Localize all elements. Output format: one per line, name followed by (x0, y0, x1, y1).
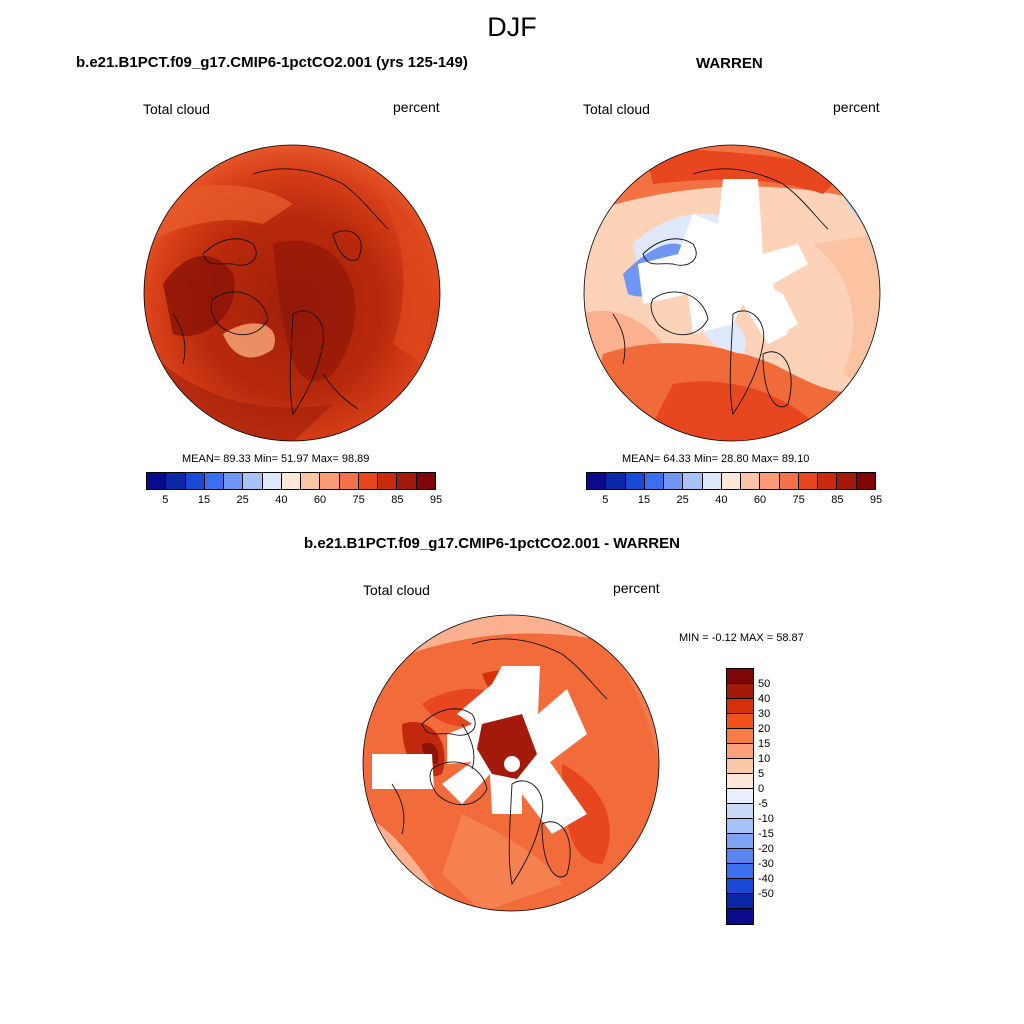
panel-3-title: b.e21.B1PCT.f09_g17.CMIP6-1pctCO2.001 - … (304, 535, 680, 552)
colorbar-tick-label: -20 (758, 843, 774, 855)
panel-3-polar-map (362, 614, 660, 912)
colorbar-swatch (760, 473, 780, 489)
colorbar-tick-label: 85 (831, 494, 844, 506)
colorbar-swatch (727, 879, 753, 894)
panel-3-units-label: percent (613, 580, 660, 596)
colorbar-swatch (378, 473, 398, 489)
colorbar-tick-label: 5 (758, 768, 765, 780)
colorbar-tick-label: 50 (758, 678, 771, 690)
colorbar-swatch (837, 473, 857, 489)
colorbar-tick-label: 40 (715, 494, 728, 506)
colorbar-swatch (727, 804, 753, 819)
panel-1-variable-label: Total cloud (143, 101, 210, 117)
colorbar-swatch (166, 473, 186, 489)
colorbar-tick-label: 5 (602, 494, 609, 506)
colorbar-swatch (727, 729, 753, 744)
colorbar-swatch (147, 473, 167, 489)
colorbar-tick-label: -15 (758, 828, 774, 840)
colorbar-tick-label: 15 (758, 738, 771, 750)
colorbar-swatch (727, 894, 753, 909)
colorbar-swatch (727, 819, 753, 834)
colorbar-swatch (339, 473, 359, 489)
colorbar-tick-label: 20 (758, 723, 771, 735)
colorbar-swatch (397, 473, 417, 489)
colorbar-tick-label: 0 (758, 783, 765, 795)
colorbar-tick-label: 60 (313, 494, 327, 506)
colorbar-tick-label: 30 (758, 708, 771, 720)
colorbar-tick-label: 25 (676, 494, 689, 506)
colorbar-swatch (664, 473, 684, 489)
colorbar-tick-label: 10 (758, 753, 771, 765)
colorbar-tick-label: -5 (758, 798, 768, 810)
colorbar-tick-label: 40 (758, 693, 771, 705)
colorbar-swatch (644, 473, 665, 489)
colorbar-swatch (606, 473, 626, 489)
panel-1-stats: MEAN= 89.33 Min= 51.97 Max= 98.89 (182, 453, 370, 465)
colorbar-swatch (818, 473, 838, 489)
colorbar-tick-label: 15 (197, 494, 211, 506)
colorbar-tick-label: 75 (352, 494, 365, 506)
colorbar-tick-label: 60 (753, 494, 767, 506)
colorbar-swatch (301, 473, 321, 489)
colorbar-swatch (281, 473, 302, 489)
colorbar-tick-label: 95 (429, 494, 443, 506)
colorbar-swatch (224, 473, 244, 489)
colorbar-swatch (727, 744, 753, 759)
colorbar-tick-label: 40 (275, 494, 288, 506)
colorbar-swatch (204, 473, 225, 489)
colorbar-tick-label: 95 (869, 494, 883, 506)
figure-title: DJF (487, 12, 537, 42)
panel-3-colorbar: 50 40 30 20 15 10 5 0 -5 -10 -15 -20 -30 -40 -50 (726, 668, 774, 925)
colorbar-swatch (727, 699, 753, 714)
colorbar-swatch (727, 789, 753, 804)
colorbar-swatch (727, 834, 753, 849)
colorbar-swatch (727, 849, 753, 864)
colorbar-swatch (243, 473, 263, 489)
panel-2-polar-map (583, 144, 881, 442)
panel-3-stats: MIN = -0.12 MAX = 58.87 (679, 632, 804, 644)
panel-1-title: b.e21.B1PCT.f09_g17.CMIP6-1pctCO2.001 (y… (76, 54, 468, 71)
colorbar-tick-label: 25 (236, 494, 249, 506)
panel-3-variable-label: Total cloud (363, 582, 430, 598)
panel-2-title: WARREN (696, 55, 763, 72)
colorbar-tick-label: -40 (758, 873, 774, 885)
colorbar-tick-label: -10 (758, 813, 774, 825)
colorbar-tick-label: 5 (162, 494, 169, 506)
colorbar-tick-label: -30 (758, 858, 774, 870)
panel-2-units-label: percent (833, 99, 880, 115)
colorbar-swatch (727, 714, 753, 729)
colorbar-swatch (587, 473, 607, 489)
colorbar-swatch (727, 669, 753, 684)
colorbar-tick-label: 75 (792, 494, 805, 506)
colorbar-swatch (721, 473, 742, 489)
colorbar-swatch (856, 473, 875, 489)
panel-1-colorbar: 5 15 25 40 60 75 85 95 (146, 472, 442, 506)
colorbar-swatch (727, 909, 753, 924)
colorbar-swatch (262, 473, 282, 489)
colorbar-swatch (702, 473, 722, 489)
colorbar-swatch (741, 473, 761, 489)
colorbar-tick-label: 15 (637, 494, 651, 506)
colorbar-swatch (683, 473, 703, 489)
colorbar-swatch (625, 473, 645, 489)
colorbar-swatch (358, 473, 379, 489)
colorbar-swatch (727, 684, 753, 699)
colorbar-tick-label: -50 (758, 888, 774, 900)
panel-2-colorbar: 5 15 25 40 60 75 85 95 (586, 472, 882, 506)
colorbar-swatch (727, 759, 753, 774)
colorbar-swatch (320, 473, 340, 489)
panel-1-units-label: percent (393, 99, 440, 115)
colorbar-swatch (798, 473, 819, 489)
panel-2-stats: MEAN= 64.33 Min= 28.80 Max= 89.10 (622, 453, 810, 465)
colorbar-swatch (779, 473, 799, 489)
colorbar-swatch (185, 473, 205, 489)
panel-1-polar-map (143, 144, 441, 442)
colorbar-tick-label: 85 (391, 494, 404, 506)
colorbar-swatch (416, 473, 435, 489)
colorbar-swatch (727, 774, 753, 789)
colorbar-swatch (727, 864, 753, 879)
panel-2-variable-label: Total cloud (583, 101, 650, 117)
